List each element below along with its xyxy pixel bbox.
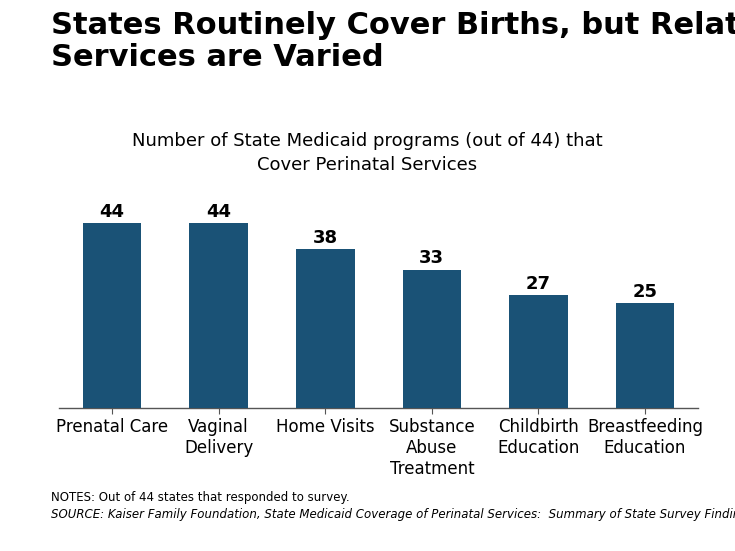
- Text: THE HENRY J.: THE HENRY J.: [651, 489, 698, 494]
- Text: 33: 33: [419, 250, 445, 267]
- Bar: [616, 303, 674, 408]
- Text: NOTES: Out of 44 states that responded to survey.: NOTES: Out of 44 states that responded t…: [51, 491, 350, 504]
- Bar: [83, 224, 141, 408]
- Text: FOUNDATION: FOUNDATION: [649, 533, 700, 542]
- Bar: [509, 295, 567, 408]
- Bar: [403, 269, 461, 408]
- Text: SOURCE: Kaiser Family Foundation, State Medicaid Coverage of Perinatal Services:: SOURCE: Kaiser Family Foundation, State …: [51, 507, 735, 521]
- Text: KAISER: KAISER: [648, 503, 701, 515]
- Bar: [190, 224, 248, 408]
- Text: States Routinely Cover Births, but Related
Services are Varied: States Routinely Cover Births, but Relat…: [51, 11, 735, 73]
- Text: Number of State Medicaid programs (out of 44) that
Cover Perinatal Services: Number of State Medicaid programs (out o…: [132, 132, 603, 174]
- Text: 44: 44: [99, 203, 125, 222]
- Text: 25: 25: [632, 283, 658, 301]
- Text: FAMILY: FAMILY: [648, 517, 700, 531]
- Text: 27: 27: [526, 274, 551, 293]
- Text: 44: 44: [206, 203, 232, 222]
- Bar: [296, 249, 354, 408]
- Text: 38: 38: [312, 229, 338, 246]
